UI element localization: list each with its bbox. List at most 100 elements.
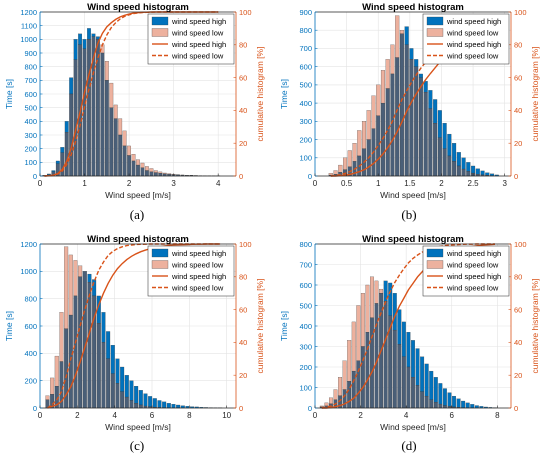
bar-excess <box>129 380 134 401</box>
y2-axis-label: cumulative histogram [%] <box>255 47 265 142</box>
bar-overlap <box>415 385 420 409</box>
legend-label: wind speed low <box>446 261 499 270</box>
y-tick-label: 700 <box>299 44 312 53</box>
caption-a: (a) <box>129 207 145 222</box>
y2-tick-label: 100 <box>514 8 527 17</box>
bar-overlap <box>447 155 452 177</box>
bar-overlap <box>136 164 140 177</box>
y-tick-label: 500 <box>299 301 312 310</box>
bar-excess <box>461 400 466 408</box>
y-tick-label: 600 <box>299 281 312 290</box>
bar-overlap <box>401 356 406 409</box>
bar-excess <box>366 110 371 140</box>
bar-excess <box>395 15 400 58</box>
bar-excess <box>148 396 153 407</box>
y2-tick-label: 20 <box>239 371 247 380</box>
y2-tick-label: 0 <box>239 172 243 181</box>
legend-label: wind speed high <box>446 249 501 258</box>
bar-excess <box>101 312 106 343</box>
y-axis-label: Time [s] <box>4 311 14 341</box>
legend-label: wind speed low <box>171 284 224 293</box>
bar-excess <box>87 28 91 40</box>
y-tick-label: 800 <box>299 26 312 35</box>
legend-label: wind speed low <box>446 52 499 61</box>
x-axis-label: Wind speed [m/s] <box>380 422 446 432</box>
bar-overlap <box>78 276 83 409</box>
y2-tick-label: 100 <box>239 240 252 249</box>
bar-excess <box>333 389 338 400</box>
legend-swatch <box>426 260 444 269</box>
y2-tick-label: 60 <box>239 305 247 314</box>
y2-tick-label: 20 <box>514 371 522 380</box>
legend-swatch <box>426 28 444 37</box>
bar-excess <box>466 162 471 172</box>
bar-excess <box>140 162 145 168</box>
x-tick-label: 8 <box>187 411 192 420</box>
bar-excess <box>120 366 125 392</box>
bar-overlap <box>131 160 136 177</box>
legend-label: wind speed low <box>171 29 224 38</box>
bar-excess <box>470 404 475 408</box>
bar-excess <box>485 172 490 176</box>
x-tick-label: 4 <box>404 411 409 420</box>
bar-excess <box>490 173 495 176</box>
legend-swatch <box>426 248 444 258</box>
legend-label: wind speed high <box>446 40 501 49</box>
bar-excess <box>357 130 362 157</box>
bar-overlap <box>424 395 429 409</box>
bar-excess <box>376 84 381 116</box>
bar-excess <box>157 400 162 408</box>
y-tick-label: 400 <box>299 322 312 331</box>
bar-excess <box>176 404 181 408</box>
bar-overlap <box>110 373 115 409</box>
y-axis-label: Time [s] <box>279 311 289 341</box>
x-tick-label: 3 <box>502 179 507 188</box>
bar-excess <box>415 348 420 386</box>
y2-tick-label: 60 <box>239 73 247 82</box>
bar-excess <box>92 279 97 297</box>
bar-excess <box>465 402 470 408</box>
bar-excess <box>110 345 115 374</box>
bar-excess <box>447 392 452 407</box>
y-tick-label: 200 <box>24 144 37 153</box>
bar-excess <box>145 166 149 171</box>
legend-label: wind speed high <box>171 17 226 26</box>
bar-excess <box>442 388 447 406</box>
y2-tick-label: 60 <box>514 73 522 82</box>
x-tick-label: 6 <box>150 411 155 420</box>
y2-axis-label: cumulative histogram [%] <box>255 279 265 374</box>
bar-overlap <box>433 402 438 409</box>
bar-excess <box>60 147 65 153</box>
y-tick-label: 900 <box>299 8 312 17</box>
bar-excess <box>143 393 148 407</box>
bar-overlap <box>69 93 74 177</box>
y-tick-label: 700 <box>24 76 37 85</box>
bar-excess <box>438 383 443 405</box>
bar-overlap <box>397 344 402 409</box>
histogram-chart-b: 0 0.5 1 1.5 2 2.5 3010020030040050060070080090… <box>279 2 540 200</box>
bar-excess <box>380 70 385 104</box>
bar-excess <box>162 401 167 408</box>
bar-excess <box>424 363 429 397</box>
y2-tick-label: 40 <box>239 338 247 347</box>
bar-excess <box>352 143 357 162</box>
y2-tick-label: 40 <box>239 106 247 115</box>
bar-overlap <box>138 404 143 409</box>
bar-excess <box>153 170 158 173</box>
bar-excess <box>379 288 384 294</box>
y-tick-label: 200 <box>24 376 37 385</box>
bar-overlap <box>82 271 87 409</box>
legend-label: wind speed low <box>171 261 224 270</box>
y-tick-label: 0 <box>308 404 312 413</box>
bar-overlap <box>87 39 91 177</box>
x-tick-label: 4 <box>112 411 117 420</box>
caption-c: (c) <box>129 438 145 453</box>
chart-title: Wind speed histogram <box>87 234 189 245</box>
bar-overlap <box>437 137 442 177</box>
x-axis-label: Wind speed [m/s] <box>105 422 171 432</box>
y-axis-label: Time [s] <box>279 79 289 109</box>
bar-excess <box>351 321 356 372</box>
y-tick-label: 0 <box>308 172 312 181</box>
y-tick-label: 600 <box>24 322 37 331</box>
bar-excess <box>50 377 55 395</box>
